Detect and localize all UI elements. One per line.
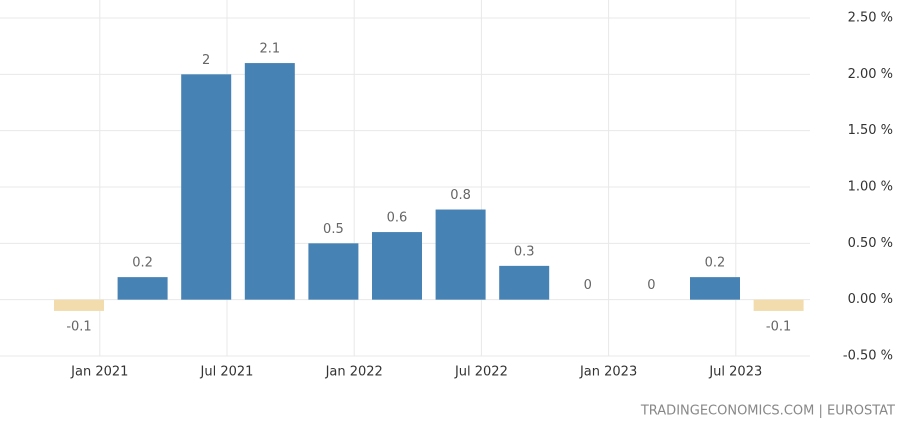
x-tick-label: Jan 2021 xyxy=(70,365,128,380)
y-tick-label: 2.50 % xyxy=(848,11,893,26)
bar xyxy=(690,277,740,300)
bar xyxy=(117,277,168,300)
x-tick-label: Jul 2022 xyxy=(454,365,508,380)
value-label: -0.1 xyxy=(66,319,91,334)
bar xyxy=(181,74,232,300)
x-tick-label: Jan 2022 xyxy=(325,365,383,380)
y-tick-label: -0.50 % xyxy=(843,349,893,364)
value-label: 0.2 xyxy=(705,256,726,271)
y-tick-label: 1.00 % xyxy=(848,180,893,195)
x-tick-label: Jul 2021 xyxy=(200,365,254,380)
value-label: 0 xyxy=(647,278,655,293)
y-tick-label: 1.50 % xyxy=(848,123,893,138)
bar xyxy=(244,63,295,300)
value-label: 0.2 xyxy=(132,256,153,271)
value-label: 0 xyxy=(584,278,592,293)
bar xyxy=(308,243,359,300)
y-tick-label: 2.00 % xyxy=(848,67,893,82)
source-note: TRADINGECONOMICS.COM | EUROSTAT xyxy=(640,404,895,419)
x-tick-label: Jan 2023 xyxy=(579,365,637,380)
bar xyxy=(753,299,804,311)
value-label: 0.3 xyxy=(514,244,535,259)
value-label: -0.1 xyxy=(766,319,791,334)
bar xyxy=(54,299,104,311)
bar xyxy=(372,232,422,300)
value-label: 0.8 xyxy=(450,188,471,203)
value-label: 0.6 xyxy=(387,211,408,226)
x-tick-label: Jul 2023 xyxy=(708,365,762,380)
value-label: 2 xyxy=(202,53,210,68)
y-tick-label: 0.50 % xyxy=(848,236,893,251)
value-label: 0.5 xyxy=(323,222,344,237)
bar xyxy=(499,265,550,300)
value-label: 2.1 xyxy=(259,42,280,57)
y-tick-label: 0.00 % xyxy=(848,292,893,307)
bar xyxy=(435,209,486,300)
